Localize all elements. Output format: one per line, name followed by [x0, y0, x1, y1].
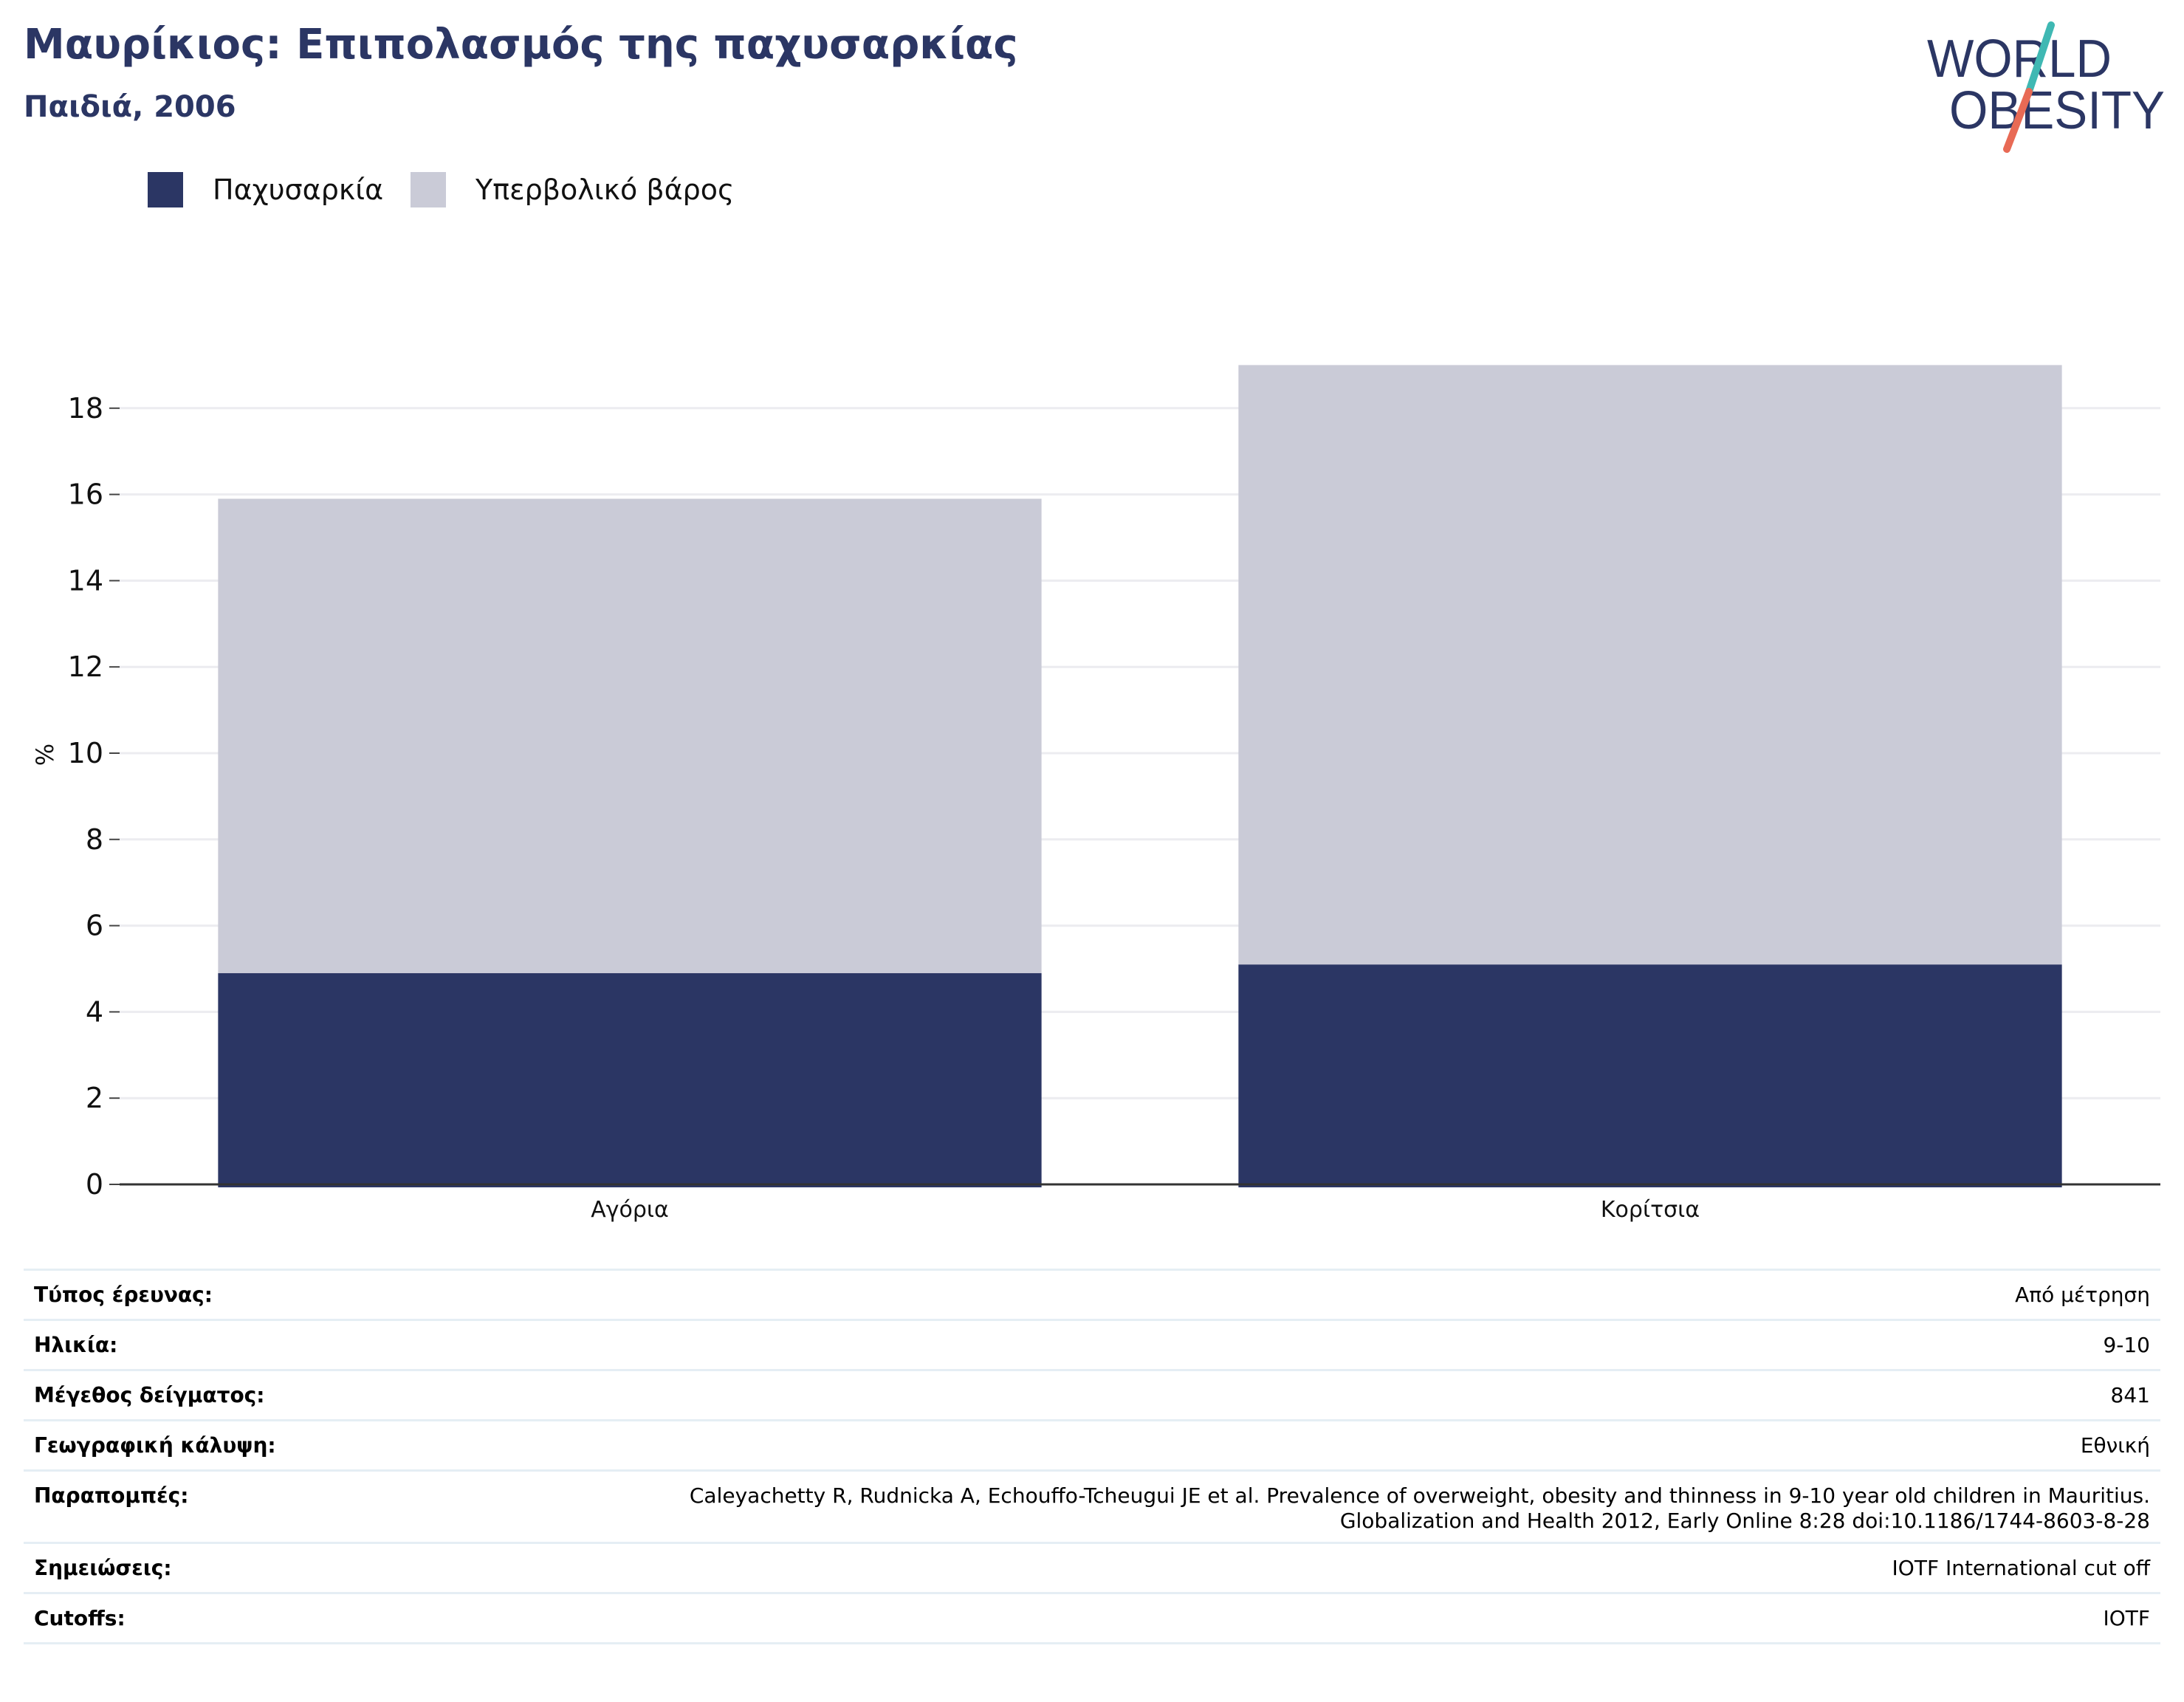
info-label: Cutoffs:	[24, 1592, 487, 1644]
bar-segment	[1238, 964, 2062, 1187]
info-label: Ηλικία:	[24, 1319, 487, 1370]
y-axis-label: %	[31, 744, 59, 766]
bar-segment	[218, 972, 1042, 1187]
survey-info-table: Τύπος έρευνας: Από μέτρηση Ηλικία: 9-10 Μέγε…	[24, 1269, 2160, 1644]
info-value-line: Caleyachetty R, Rudnicka A, Echouffo-Tch…	[689, 1483, 2150, 1508]
x-tick-label: Αγόρια	[591, 1197, 669, 1223]
info-value: 9-10	[487, 1319, 2160, 1370]
stacked-bar-chart: Παχυσαρκία Υπερβολικό βάρος 0 2 4 6 8 10 12 14 16…	[31, 172, 2160, 1223]
bar-segment	[218, 498, 1042, 973]
info-label: Μέγεθος δείγματος:	[24, 1369, 487, 1421]
info-row: Τύπος έρευνας: Από μέτρηση	[24, 1269, 2160, 1320]
legend: Παχυσαρκία Υπερβολικό βάρος	[148, 172, 734, 207]
info-row: Παραπομπές: Caleyachetty R, Rudnicka A, E…	[24, 1469, 2160, 1543]
y-tick-label: 0	[86, 1168, 103, 1201]
info-value: IOTF	[487, 1592, 2160, 1644]
info-value: Εθνική	[487, 1419, 2160, 1471]
logo-slash-top	[2025, 21, 2055, 95]
info-label: Τύπος έρευνας:	[24, 1269, 487, 1320]
x-tick-label: Κορίτσια	[1601, 1197, 1700, 1223]
y-tick-label: 8	[86, 823, 103, 856]
y-tick-label: 2	[86, 1082, 103, 1114]
info-row: Ηλικία: 9-10	[24, 1319, 2160, 1370]
chart-subtitle: Παιδιά, 2006	[24, 90, 236, 124]
info-value: Caleyachetty R, Rudnicka A, Echouffo-Tch…	[487, 1469, 2160, 1543]
info-value: 841	[487, 1369, 2160, 1421]
logo-text-world: WORLD	[1927, 30, 2112, 89]
logo-slash-bottom	[2003, 88, 2033, 153]
bars	[218, 365, 2062, 1187]
y-tick-label: 6	[86, 910, 103, 942]
y-tick-label: 18	[68, 392, 103, 425]
y-tick-label: 4	[86, 995, 103, 1028]
y-tick-label: 12	[68, 651, 103, 683]
y-tick-label: 16	[68, 478, 103, 511]
info-value: Από μέτρηση	[487, 1269, 2160, 1320]
info-row: Γεωγραφική κάλυψη: Εθνική	[24, 1419, 2160, 1471]
info-row: Σημειώσεις: IOTF International cut off	[24, 1542, 2160, 1593]
info-label: Παραπομπές:	[24, 1469, 487, 1543]
info-row: Μέγεθος δείγματος: 841	[24, 1369, 2160, 1421]
axes: 0 2 4 6 8 10 12 14 16 18% Αγόρια Κορίτσια	[31, 392, 2160, 1223]
info-label: Γεωγραφική κάλυψη:	[24, 1419, 487, 1471]
y-tick-label: 10	[68, 737, 103, 769]
legend-label: Υπερβολικό βάρος	[475, 174, 734, 206]
legend-label: Παχυσαρκία	[213, 174, 383, 206]
legend-swatch	[148, 172, 183, 207]
info-value: IOTF International cut off	[487, 1542, 2160, 1593]
bar-segment	[1238, 365, 2062, 965]
y-tick-label: 14	[68, 564, 103, 597]
info-value-line: Globalization and Health 2012, Early Onl…	[1339, 1509, 2150, 1533]
logo-text-obesity: OBESITY	[1949, 81, 2165, 140]
legend-swatch	[411, 172, 446, 207]
info-row: Cutoffs: IOTF	[24, 1592, 2160, 1644]
world-obesity-logo: WORLD OBESITY	[1927, 21, 2165, 153]
chart-title: Μαυρίκιος: Επιπολασμός της παχυσαρκίας	[24, 21, 1018, 69]
info-label: Σημειώσεις:	[24, 1542, 487, 1593]
